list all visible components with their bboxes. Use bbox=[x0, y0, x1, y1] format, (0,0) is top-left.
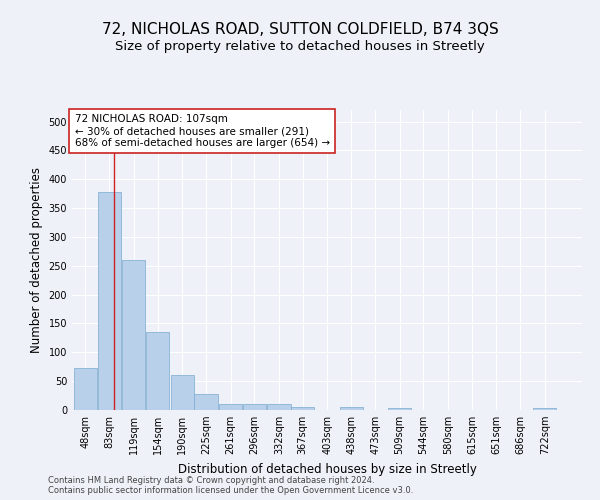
Bar bbox=[268, 404, 290, 410]
Text: Size of property relative to detached houses in Streetly: Size of property relative to detached ho… bbox=[115, 40, 485, 53]
Bar bbox=[291, 406, 314, 410]
Text: 72 NICHOLAS ROAD: 107sqm
← 30% of detached houses are smaller (291)
68% of semi-: 72 NICHOLAS ROAD: 107sqm ← 30% of detach… bbox=[74, 114, 329, 148]
Bar bbox=[219, 404, 242, 410]
Bar bbox=[74, 368, 97, 410]
Bar bbox=[243, 404, 266, 410]
Bar bbox=[170, 376, 194, 410]
Bar bbox=[122, 260, 145, 410]
Bar bbox=[388, 408, 411, 410]
Bar bbox=[98, 192, 121, 410]
Bar bbox=[146, 332, 169, 410]
Y-axis label: Number of detached properties: Number of detached properties bbox=[30, 167, 43, 353]
Text: Contains public sector information licensed under the Open Government Licence v3: Contains public sector information licen… bbox=[48, 486, 413, 495]
Bar bbox=[194, 394, 218, 410]
Bar bbox=[340, 407, 363, 410]
Bar bbox=[533, 408, 556, 410]
Text: Contains HM Land Registry data © Crown copyright and database right 2024.: Contains HM Land Registry data © Crown c… bbox=[48, 476, 374, 485]
Text: 72, NICHOLAS ROAD, SUTTON COLDFIELD, B74 3QS: 72, NICHOLAS ROAD, SUTTON COLDFIELD, B74… bbox=[101, 22, 499, 38]
X-axis label: Distribution of detached houses by size in Streetly: Distribution of detached houses by size … bbox=[178, 462, 476, 475]
